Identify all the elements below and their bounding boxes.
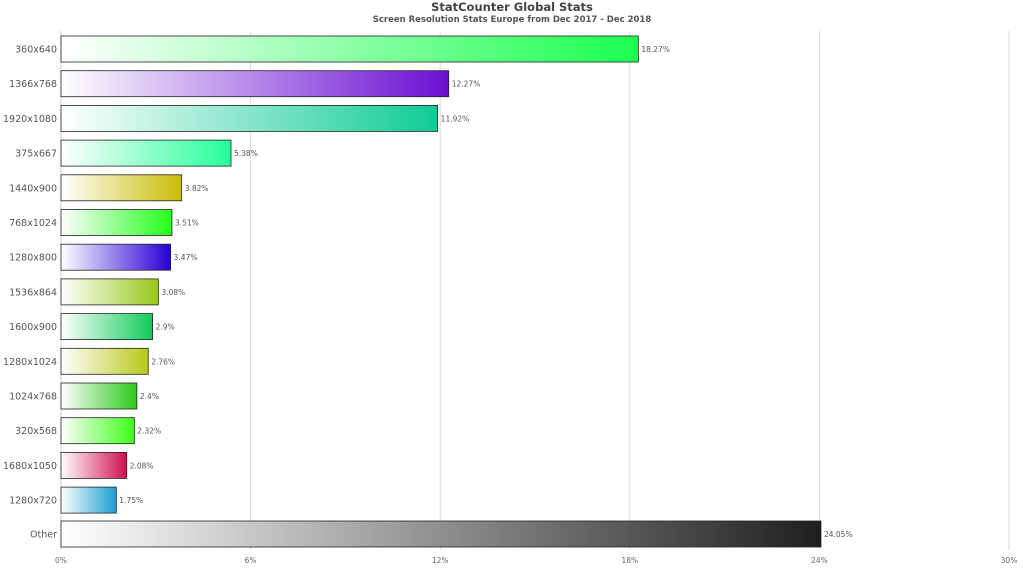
bar-360x640[interactable] [60, 35, 639, 63]
category-label: 375x667 [15, 149, 57, 160]
value-label: 2.9% [156, 323, 175, 332]
category-label: 1680x1050 [3, 461, 57, 472]
category-label: 1280x1024 [3, 357, 57, 368]
category-label: 1600x900 [9, 322, 57, 333]
category-label: 768x1024 [9, 218, 57, 229]
value-label: 3.47% [174, 253, 198, 262]
value-label: 3.82% [185, 184, 209, 193]
bar-1920x1080[interactable] [60, 105, 439, 132]
category-label: 1366x768 [9, 79, 57, 90]
category-label: 1024x768 [9, 392, 57, 403]
category-label: 1280x720 [9, 496, 57, 507]
category-label: Other [30, 530, 57, 541]
category-label: 1920x1080 [3, 114, 57, 125]
bar-other[interactable] [60, 520, 822, 548]
bar-1440x900[interactable] [60, 174, 183, 202]
value-label: 2.08% [130, 461, 154, 470]
bar-1024x768[interactable] [60, 382, 138, 410]
bar-1280x1024[interactable] [60, 347, 149, 375]
bar-375x667[interactable] [60, 139, 232, 167]
bar-1536x864[interactable] [60, 278, 159, 306]
value-label: 2.76% [151, 357, 175, 366]
category-label: 1440x900 [9, 183, 57, 194]
value-label: 5.38% [234, 149, 258, 158]
chart-subtitle: Screen Resolution Stats Europe from Dec … [372, 15, 652, 25]
value-label: 2.4% [140, 392, 159, 401]
x-tick-label: 12% [432, 556, 449, 565]
value-label: 3.08% [161, 288, 185, 297]
bar-1280x800[interactable] [60, 243, 172, 271]
category-label: 1280x800 [9, 253, 57, 264]
value-label: 24.05% [824, 530, 853, 539]
value-label: 3.51% [175, 219, 199, 228]
value-label: 11.92% [441, 114, 470, 123]
value-label: 1.75% [119, 496, 143, 505]
bar-320x568[interactable] [60, 417, 135, 445]
bar-1366x768[interactable] [60, 70, 450, 98]
category-label: 1536x864 [9, 287, 57, 298]
bar-1280x720[interactable] [60, 486, 117, 514]
x-tick-label: 0% [55, 556, 67, 565]
x-tick-label: 6% [245, 556, 257, 565]
x-tick-label: 30% [1001, 556, 1018, 565]
chart-title: StatCounter Global Stats [431, 0, 593, 14]
bar-1680x1050[interactable] [60, 451, 128, 479]
bar-1600x900[interactable] [60, 313, 154, 341]
value-label: 18.27% [641, 45, 670, 54]
value-label: 12.27% [452, 80, 481, 89]
category-label: 360x640 [15, 45, 57, 56]
category-label: 320x568 [15, 426, 57, 437]
x-tick-label: 24% [811, 556, 828, 565]
value-label: 2.32% [137, 427, 161, 436]
bar-768x1024[interactable] [60, 209, 173, 236]
x-tick-label: 18% [621, 556, 638, 565]
